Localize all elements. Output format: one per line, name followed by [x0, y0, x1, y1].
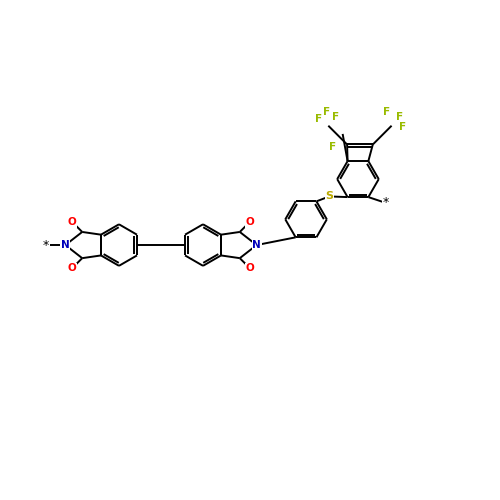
Text: N: N: [252, 240, 261, 250]
Text: *: *: [382, 196, 389, 208]
Text: F: F: [396, 112, 403, 122]
Text: *: *: [43, 238, 49, 252]
Text: O: O: [68, 217, 76, 227]
Text: F: F: [323, 107, 330, 117]
Text: N: N: [61, 240, 70, 250]
Text: F: F: [328, 142, 336, 152]
Text: F: F: [383, 107, 390, 117]
Text: F: F: [332, 112, 339, 122]
Text: F: F: [399, 122, 406, 132]
Text: O: O: [246, 263, 254, 273]
Text: O: O: [68, 263, 76, 273]
Text: S: S: [326, 192, 334, 202]
Text: O: O: [246, 217, 254, 227]
Text: F: F: [315, 114, 322, 124]
